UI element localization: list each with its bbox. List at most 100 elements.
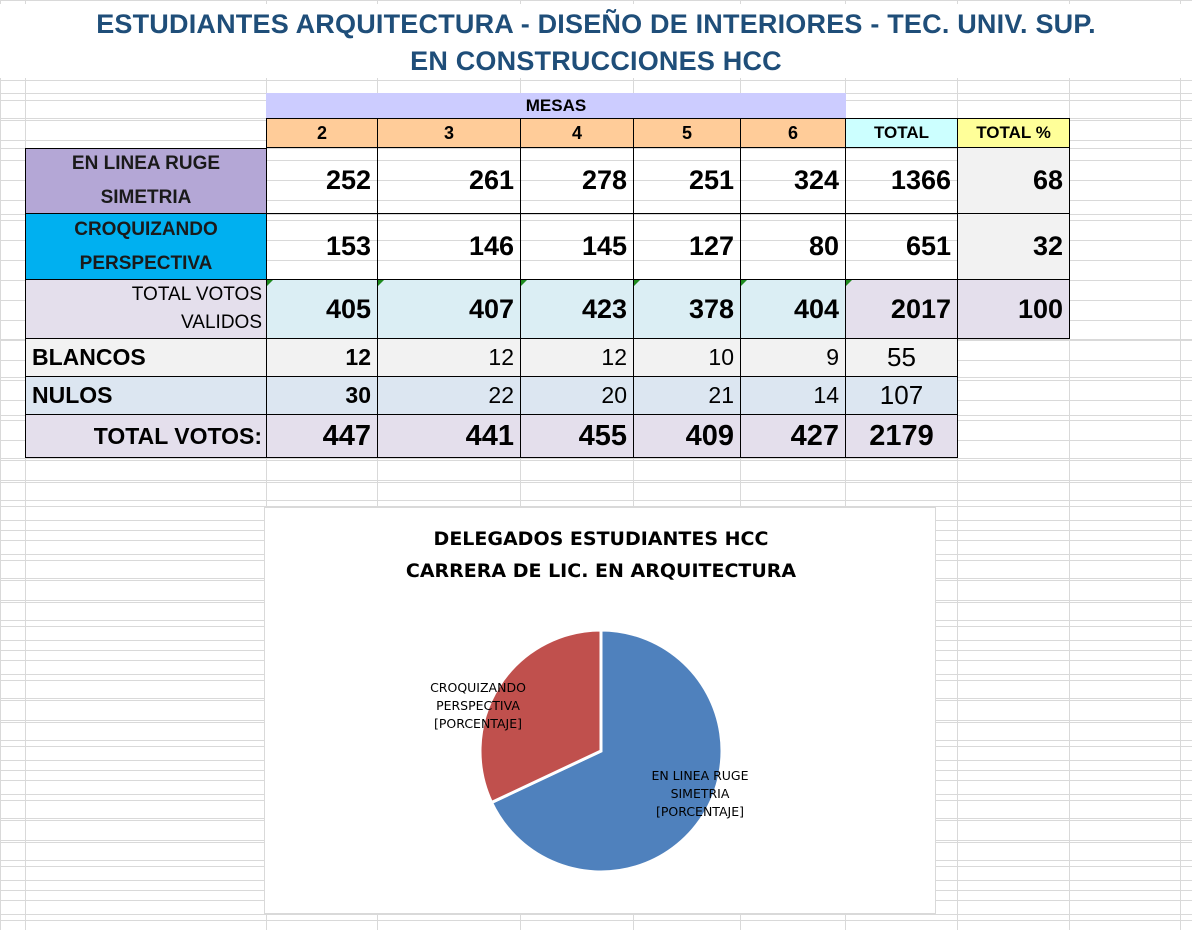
- cell-nulos-m5[interactable]: 21: [634, 377, 741, 415]
- row-label-total-validos[interactable]: TOTAL VOTOS VALIDOS: [25, 280, 267, 339]
- row-label-croquizando[interactable]: CROQUIZANDO PERSPECTIVA: [25, 214, 267, 280]
- cell-value: 20: [601, 382, 627, 408]
- cell-value: 447: [322, 419, 371, 452]
- cell-value: 55: [887, 342, 916, 372]
- column-header-2[interactable]: 2: [266, 118, 378, 148]
- mesas-header-label: MESAS: [525, 95, 587, 115]
- grid-col-line: [266, 0, 267, 930]
- cell-value: 10: [708, 344, 734, 370]
- cell-blancos-m3[interactable]: 12: [378, 339, 521, 377]
- cell-value: 423: [581, 293, 627, 324]
- cell-linea-m5[interactable]: 251: [634, 148, 741, 214]
- cell-value: 405: [325, 293, 371, 324]
- pie-slice-1[interactable]: [478, 628, 603, 805]
- column-header-total-pct[interactable]: TOTAL %: [958, 118, 1070, 148]
- cell-blancos-m4[interactable]: 12: [521, 339, 634, 377]
- cell-value: 9: [826, 344, 839, 370]
- grid-col-line: [377, 0, 378, 930]
- cell-validos-m6[interactable]: 404: [741, 280, 846, 339]
- cell-validos-m3[interactable]: 407: [378, 280, 521, 339]
- column-header-total[interactable]: TOTAL: [846, 118, 958, 148]
- cell-linea-total[interactable]: 1366: [846, 148, 958, 214]
- cell-value: 1366: [890, 165, 951, 195]
- column-header-label: TOTAL: [873, 123, 930, 142]
- grid-row-line: [0, 506, 1192, 507]
- cell-croqui-m4[interactable]: 145: [521, 214, 634, 280]
- grid-row-line: [0, 214, 1192, 215]
- cell-value: 404: [793, 293, 839, 324]
- cell-nulos-total[interactable]: 107: [846, 377, 958, 415]
- cell-croqui-m6[interactable]: 80: [741, 214, 846, 280]
- cell-linea-m6[interactable]: 324: [741, 148, 846, 214]
- grid-col-line: [1069, 0, 1070, 930]
- row-label-blancos[interactable]: BLANCOS: [25, 339, 267, 377]
- cell-linea-m4[interactable]: 278: [521, 148, 634, 214]
- cell-linea-pct[interactable]: 68: [958, 148, 1070, 214]
- row-label-line: CROQUIZANDO: [74, 218, 218, 240]
- cell-value: 427: [790, 419, 839, 452]
- cell-validos-total[interactable]: 2017: [846, 280, 958, 339]
- pie-plot: [478, 628, 724, 874]
- cell-blancos-m6[interactable]: 9: [741, 339, 846, 377]
- cell-total-m2[interactable]: 447: [267, 415, 378, 458]
- row-label-text: TOTAL VOTOS:: [93, 422, 262, 449]
- cell-blancos-m2[interactable]: 12: [267, 339, 378, 377]
- grid-row-line: [0, 482, 1192, 483]
- row-label-nulos[interactable]: NULOS: [25, 377, 267, 415]
- cell-total-total[interactable]: 2179: [846, 415, 958, 458]
- grid-row-line: [0, 914, 1192, 915]
- pie-chart[interactable]: DELEGADOS ESTUDIANTES HCC CARRERA DE LIC…: [264, 507, 936, 914]
- column-header-label: 5: [681, 122, 692, 143]
- cell-validos-m5[interactable]: 378: [634, 280, 741, 339]
- cell-total-m5[interactable]: 409: [634, 415, 741, 458]
- cell-value: 153: [325, 231, 371, 261]
- pie-slice-0[interactable]: [489, 628, 724, 874]
- column-header-6[interactable]: 6: [741, 118, 846, 148]
- cell-linea-m2[interactable]: 252: [267, 148, 378, 214]
- column-header-label: 3: [443, 122, 454, 143]
- row-label-en-linea[interactable]: EN LINEA RUGE SIMETRIA: [25, 148, 267, 214]
- slice-label-line: [PORCENTAJE]: [656, 804, 744, 819]
- cell-nulos-m4[interactable]: 20: [521, 377, 634, 415]
- column-header-label: 6: [787, 122, 798, 143]
- slice-label-en-linea: EN LINEA RUGE SIMETRIA [PORCENTAJE]: [615, 767, 785, 821]
- cell-value: 324: [793, 165, 839, 195]
- cell-croqui-pct[interactable]: 32: [958, 214, 1070, 280]
- cell-croqui-total[interactable]: 651: [846, 214, 958, 280]
- column-header-4[interactable]: 4: [521, 118, 634, 148]
- cell-value: 2179: [869, 419, 934, 452]
- cell-nulos-m6[interactable]: 14: [741, 377, 846, 415]
- cell-validos-pct[interactable]: 100: [958, 280, 1070, 339]
- column-header-label: 2: [316, 122, 327, 143]
- cell-value: 22: [488, 382, 514, 408]
- cell-validos-m4[interactable]: 423: [521, 280, 634, 339]
- row-label-line: VALIDOS: [181, 312, 262, 333]
- cell-nulos-m3[interactable]: 22: [378, 377, 521, 415]
- chart-title: DELEGADOS ESTUDIANTES HCC: [433, 528, 769, 550]
- row-label-line: TOTAL VOTOS: [131, 284, 262, 305]
- cell-croqui-m3[interactable]: 146: [378, 214, 521, 280]
- cell-total-m3[interactable]: 441: [378, 415, 521, 458]
- cell-value: 100: [1017, 293, 1063, 324]
- sheet-title-line2: EN CONSTRUCCIONES HCC: [0, 44, 1192, 78]
- cell-blancos-total[interactable]: 55: [846, 339, 958, 377]
- cell-linea-m3[interactable]: 261: [378, 148, 521, 214]
- grid-row-line: [0, 458, 1192, 459]
- cell-value: 127: [688, 231, 734, 261]
- chart-subtitle: CARRERA DE LIC. EN ARQUITECTURA: [405, 560, 797, 582]
- cell-blancos-m5[interactable]: 10: [634, 339, 741, 377]
- cell-validos-m2[interactable]: 405: [267, 280, 378, 339]
- column-header-3[interactable]: 3: [378, 118, 521, 148]
- column-header-5[interactable]: 5: [634, 118, 741, 148]
- slice-label-line: CROQUIZANDO: [430, 680, 526, 695]
- cell-croqui-m5[interactable]: 127: [634, 214, 741, 280]
- row-label-total-votos[interactable]: TOTAL VOTOS:: [25, 415, 267, 458]
- column-header-label: 4: [571, 122, 582, 143]
- slice-label-line: EN LINEA RUGE: [651, 768, 749, 783]
- cell-value: 12: [345, 344, 371, 370]
- cell-nulos-m2[interactable]: 30: [267, 377, 378, 415]
- cell-total-m4[interactable]: 455: [521, 415, 634, 458]
- mesas-header[interactable]: MESAS: [266, 93, 846, 118]
- cell-total-m6[interactable]: 427: [741, 415, 846, 458]
- cell-croqui-m2[interactable]: 153: [267, 214, 378, 280]
